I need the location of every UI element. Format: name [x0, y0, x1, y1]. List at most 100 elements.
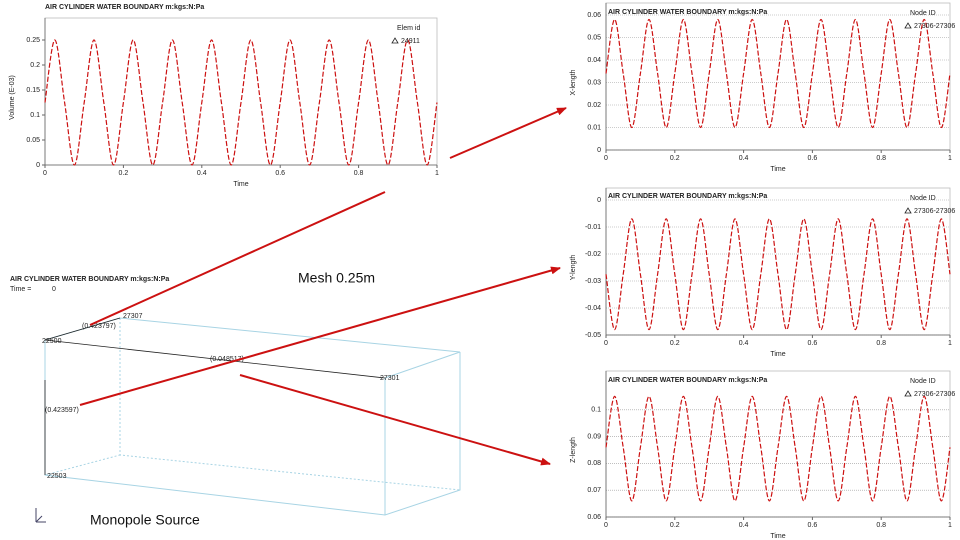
chart-title: AIR CYLINDER WATER BOUNDARY m:kgs:N:Pa: [608, 9, 767, 16]
x-tick-label: 0: [604, 340, 608, 347]
reading-label: (0.423797): [82, 323, 116, 330]
x-tick-label: 0.8: [876, 522, 886, 529]
chart: AIR CYLINDER WATER BOUNDARY m:kgs:N:Pa00…: [570, 2, 955, 173]
arrow: [239, 374, 551, 466]
y-axis-label: Volume (E-03): [9, 75, 16, 120]
x-tick-label: 0: [43, 170, 47, 177]
x-tick-label: 1: [948, 340, 952, 347]
y-tick-label: -0.04: [585, 305, 601, 312]
legend-entry: 27306-27306: [914, 391, 955, 398]
x-tick-label: 0.2: [670, 340, 680, 347]
source-label: Monopole Source: [90, 512, 200, 528]
y-tick-label: 0: [36, 162, 40, 169]
legend-entry: 24911: [401, 38, 420, 45]
y-tick-label: 0.04: [587, 57, 601, 64]
y-tick-label: -0.05: [585, 332, 601, 339]
series-line: [605, 395, 951, 502]
y-tick-label: 0.03: [587, 79, 601, 86]
x-tick-label: 0: [604, 155, 608, 162]
plot-frame: [44, 17, 438, 166]
y-tick-label: 0.01: [587, 124, 601, 131]
y-tick-label: 0: [597, 147, 601, 154]
arrow: [79, 266, 561, 406]
reading-label: (0.048517): [210, 356, 244, 363]
x-tick-label: 0.2: [670, 522, 680, 529]
y-tick-label: 0.08: [587, 460, 601, 467]
diagram-title: AIR CYLINDER WATER BOUNDARY m:kgs:N:Pa: [10, 276, 169, 283]
chart-title: AIR CYLINDER WATER BOUNDARY m:kgs:N:Pa: [608, 377, 767, 384]
y-tick-label: -0.01: [585, 224, 601, 231]
legend-marker: [904, 390, 912, 397]
x-tick-label: 0.8: [876, 155, 886, 162]
legend-marker: [391, 37, 399, 44]
y-tick-label: 0.2: [30, 62, 40, 69]
node-line: [44, 317, 121, 341]
x-tick-label: 0.2: [670, 155, 680, 162]
y-tick-label: 0.06: [587, 514, 601, 521]
x-axis-label: Time: [770, 166, 785, 173]
chart-title: AIR CYLINDER WATER BOUNDARY m:kgs:N:Pa: [45, 4, 204, 11]
x-tick-label: 0.8: [876, 340, 886, 347]
x-tick-label: 0.6: [275, 170, 285, 177]
node-label: 27301: [380, 375, 400, 382]
x-tick-label: 0.6: [808, 155, 818, 162]
y-tick-label: -0.02: [585, 251, 601, 258]
x-tick-label: 1: [435, 170, 439, 177]
axis-triad: [35, 508, 46, 523]
x-tick-label: 0.4: [739, 340, 749, 347]
arrow: [89, 191, 386, 326]
y-axis-label: Z-length: [570, 437, 577, 463]
y-tick-label: 0.25: [26, 37, 40, 44]
series-line: [44, 39, 438, 166]
plot-frame: [605, 187, 951, 336]
y-tick-label: -0.03: [585, 278, 601, 285]
legend-marker: [904, 22, 912, 29]
x-tick-label: 0.8: [354, 170, 364, 177]
y-tick-label: 0.1: [591, 407, 601, 414]
x-tick-label: 1: [948, 155, 952, 162]
y-tick-label: 0.02: [587, 102, 601, 109]
x-tick-label: 1: [948, 522, 952, 529]
arrows: [79, 107, 567, 466]
y-tick-label: 0.06: [587, 12, 601, 19]
x-tick-label: 0.4: [739, 155, 749, 162]
node-line: [44, 339, 386, 379]
node-label: 22500: [42, 338, 62, 345]
node-label: 22503: [47, 473, 67, 480]
x-axis-label: Time: [770, 533, 785, 540]
y-tick-label: 0.05: [587, 34, 601, 41]
x-axis-label: Time: [233, 181, 248, 188]
series-line: [605, 218, 951, 331]
x-tick-label: 0.4: [197, 170, 207, 177]
box-wireframe: [44, 317, 461, 516]
chart: AIR CYLINDER WATER BOUNDARY m:kgs:N:Pa -0…: [570, 187, 955, 358]
x-axis-label: Time: [770, 351, 785, 358]
x-tick-label: 0.6: [808, 522, 818, 529]
mesh-diagram: AIR CYLINDER WATER BOUNDARY m:kgs:N:Pa T…: [10, 270, 461, 528]
legend-entry: 27306-27306: [914, 23, 955, 30]
chart-title: AIR CYLINDER WATER BOUNDARY m:kgs:N:Pa: [608, 193, 767, 200]
y-tick-label: 0: [597, 197, 601, 204]
time-value: 0: [52, 286, 56, 293]
legend-title: Node ID: [910, 10, 936, 17]
y-tick-label: 0.1: [30, 112, 40, 119]
time-label: Time =: [10, 286, 31, 293]
legend-title: Node ID: [910, 195, 936, 202]
legend-title: Node ID: [910, 378, 936, 385]
mesh-label: Mesh 0.25m: [298, 270, 375, 286]
series-line: [605, 18, 951, 129]
x-tick-label: 0.4: [739, 522, 749, 529]
legend-title: Elem id: [397, 25, 420, 32]
y-tick-label: 0.09: [587, 433, 601, 440]
chart: AIR CYLINDER WATER BOUNDARY m:kgs:N:Pa 0.…: [570, 370, 955, 540]
legend-entry: 27306-27306: [914, 208, 955, 215]
x-tick-label: 0: [604, 522, 608, 529]
y-tick-label: 0.15: [26, 87, 40, 94]
arrow: [449, 107, 567, 159]
node-label: 27307: [123, 313, 143, 320]
y-axis-label: X-length: [570, 69, 577, 95]
y-tick-label: 0.07: [587, 487, 601, 494]
y-axis-label: Y-length: [570, 255, 577, 281]
reading-label: (0.423597): [45, 407, 79, 414]
